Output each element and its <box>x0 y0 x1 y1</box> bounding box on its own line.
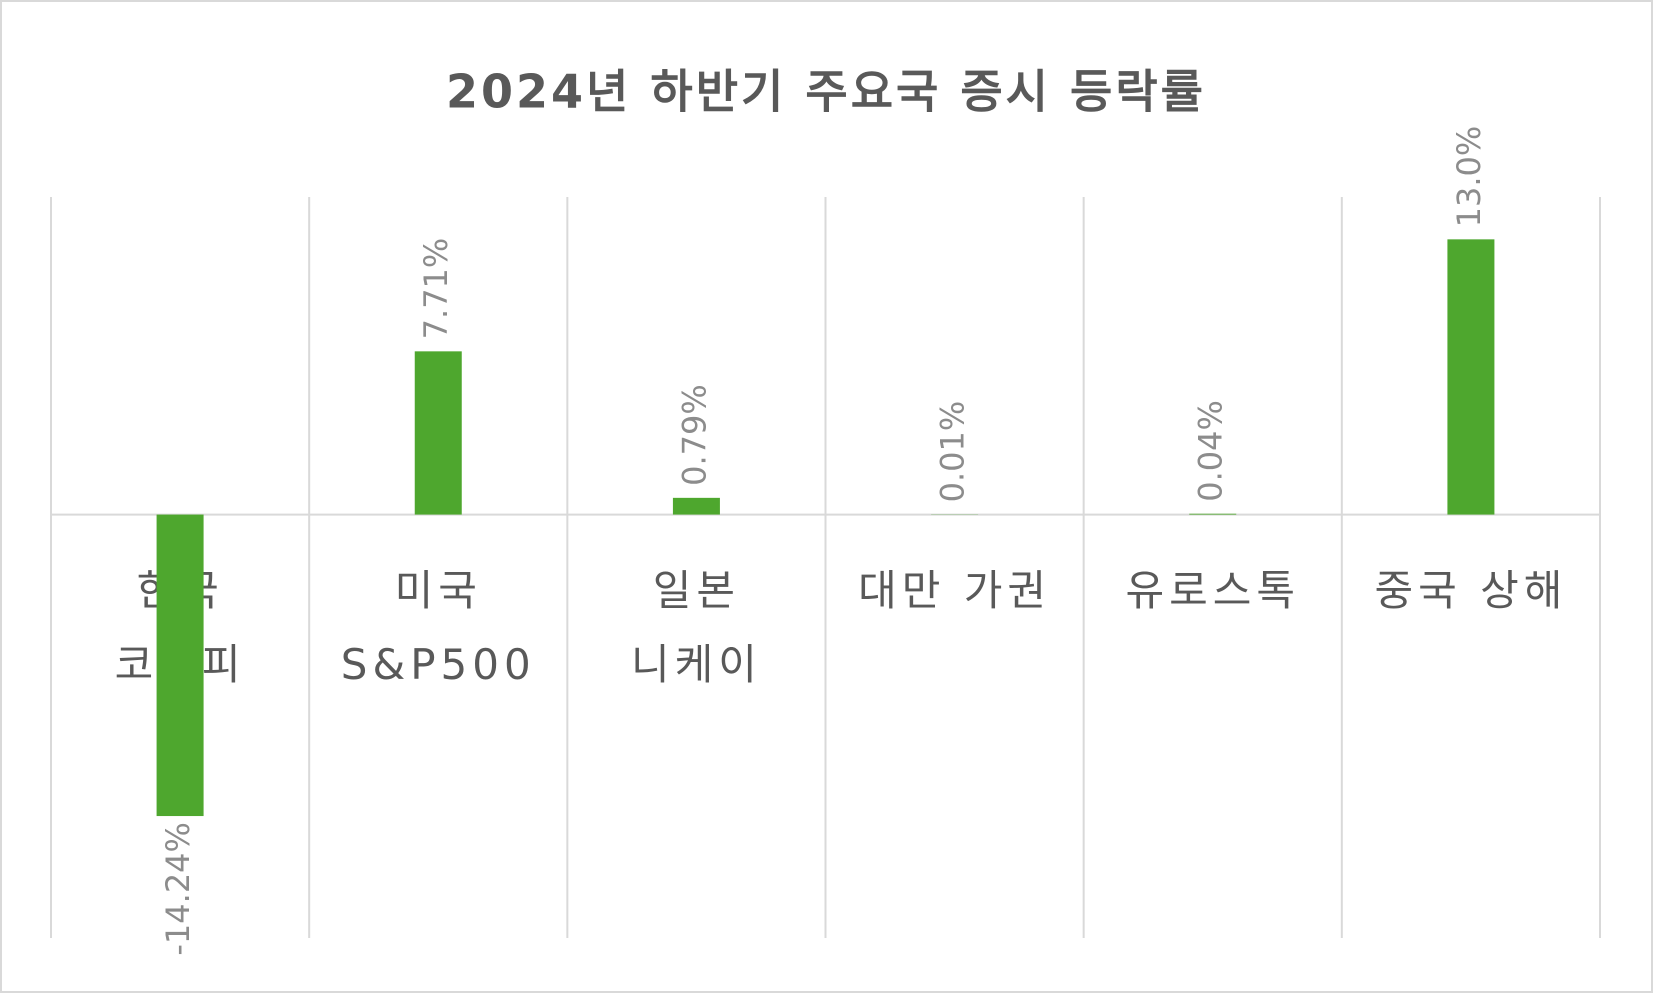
chart-title: 2024년 하반기 주요국 증시 등락률 <box>446 65 1206 119</box>
x-tick-label: 유로스톡 <box>1125 566 1300 615</box>
bar <box>672 497 720 515</box>
bar <box>414 351 462 515</box>
bar <box>1189 513 1237 515</box>
data-label: 13.0% <box>1450 126 1488 228</box>
data-label: 0.04% <box>1192 400 1230 502</box>
bar <box>1447 239 1495 515</box>
x-tick-label: 미국 S&P500 <box>341 566 536 689</box>
data-label: 0.79% <box>675 384 713 486</box>
x-tick-label: 대만 가권 <box>858 566 1051 615</box>
data-label: 7.71% <box>417 238 455 340</box>
bar <box>156 514 204 817</box>
x-tick-label: 중국 상해 <box>1374 566 1567 615</box>
data-label: -14.24% <box>159 822 197 956</box>
data-label: 0.01% <box>934 401 972 503</box>
x-tick-label: 일본 니케이 <box>631 566 762 689</box>
